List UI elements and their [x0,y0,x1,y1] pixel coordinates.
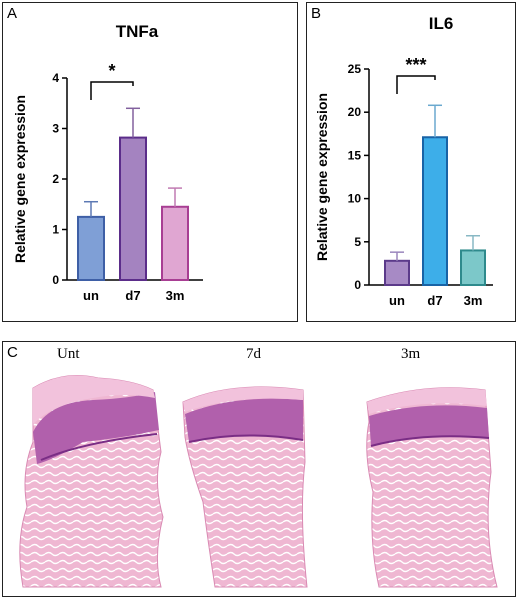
tnfa-significance-bracket [90,81,134,100]
tnfa-ylabel: Relative gene expression [12,95,28,263]
panel-b: B IL6 Relative gene expression 0 5 10 15 20 25 u… [306,2,516,322]
tnfa-ytick-label: 3 [52,122,59,136]
il6-title: IL6 [429,14,454,33]
il6-ytick-label: 15 [348,148,362,162]
il6-significance-label: *** [405,55,426,75]
il6-ytick-label: 10 [348,192,362,206]
il6-bar [460,249,486,287]
tnfa-category-label: d7 [125,288,140,303]
tnfa-chart: TNFa Relative gene expression 0 1 2 3 4 un d7 3m * [12,22,203,303]
il6-ytick-label: 25 [348,62,362,76]
tnfa-ytick-label: 4 [52,71,59,85]
histology-label-7d: 7d [246,346,261,362]
tnfa-ytick-label: 1 [52,223,59,237]
tnfa-ytick-label: 0 [52,273,59,287]
il6-chart: IL6 Relative gene expression 0 5 10 15 20 25 un d… [314,14,493,308]
tnfa-bar [119,136,147,281]
il6-significance-bracket [396,75,436,94]
tnfa-bar [77,215,105,281]
il6-bar [384,259,410,287]
il6-category-label: un [389,293,405,308]
panel-letter-b: B [311,5,322,22]
panel-letter-c: C [7,344,18,361]
tnfa-category-label: 3m [166,288,185,303]
tnfa-title: TNFa [116,22,159,41]
il6-ytick-label: 20 [348,105,362,119]
tnfa-ytick-label: 2 [52,172,59,186]
panel-letter-a: A [7,5,18,22]
tissue-section-3m [366,387,498,588]
tnfa-significance-label: * [108,61,115,81]
tnfa-category-label: un [83,288,99,303]
histology-images [19,375,498,588]
il6-ylabel: Relative gene expression [314,93,330,261]
histology-label-unt: Unt [57,346,80,362]
il6-ytick-label: 0 [354,278,361,292]
il6-category-label: 3m [464,293,483,308]
il6-ytick-label: 5 [354,235,361,249]
panel-a: A TNFa Relative gene expression 0 1 2 3 4 un d7 3… [2,2,298,322]
il6-bar [422,136,448,286]
tnfa-bar [161,205,189,281]
tissue-section-unt [19,375,164,588]
histology-label-3m: 3m [401,346,421,362]
panel-c: C Unt 7d 3m [2,341,516,597]
il6-category-label: d7 [427,293,442,308]
tissue-section-7d [182,386,308,588]
